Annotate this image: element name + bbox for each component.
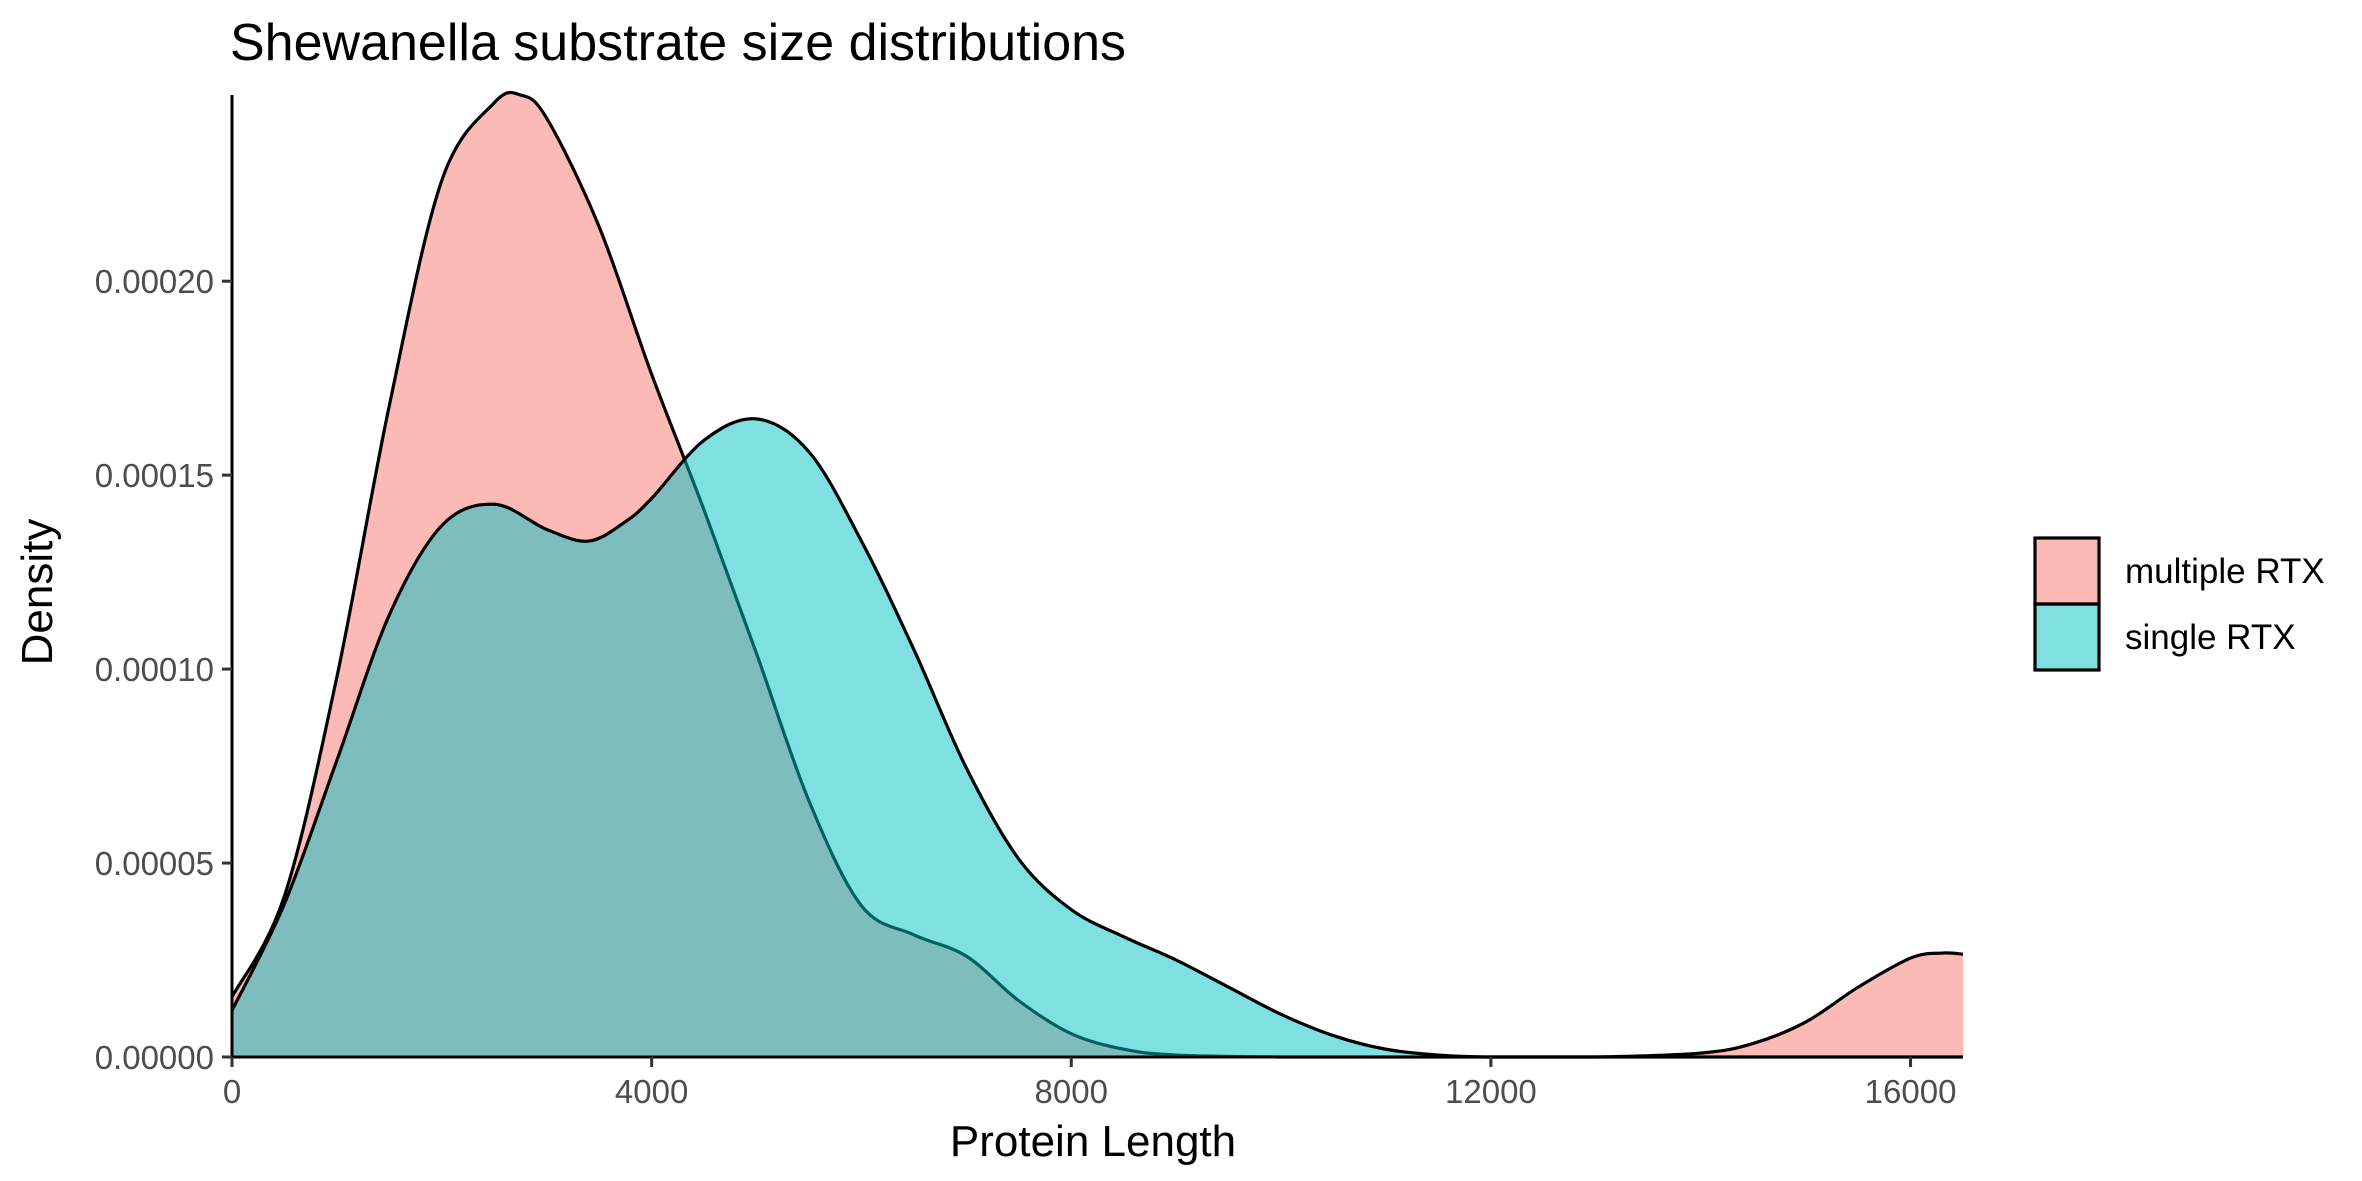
y-axis-title: Density [13, 519, 62, 666]
x-tick-label: 12000 [1445, 1073, 1537, 1110]
density-series-layer [230, 90, 1964, 1059]
x-axis-title: Protein Length [950, 1117, 1236, 1166]
y-tick-label: 0.00005 [95, 845, 214, 882]
density-area-single-rtx [232, 418, 1963, 1057]
legend-label-single-rtx: single RTX [2125, 618, 2296, 657]
legend-key-multiple-rtx [2033, 536, 2101, 606]
y-tick-label: 0.00000 [95, 1039, 214, 1076]
y-tick-label: 0.00015 [95, 457, 214, 494]
legend-label-multiple-rtx: multiple RTX [2125, 552, 2325, 591]
x-tick-label: 4000 [615, 1073, 688, 1110]
chart-title: Shewanella substrate size distributions [230, 14, 1126, 72]
y-tick-label: 0.00010 [95, 651, 214, 688]
x-tick-label: 0 [223, 1073, 241, 1110]
x-tick-label: 16000 [1865, 1073, 1957, 1110]
y-axis-ticks: 0.00000 0.00005 0.00010 0.00015 0.00020 [95, 263, 232, 1076]
legend: multiple RTX single RTX [2033, 536, 2325, 672]
x-axis-ticks: 0 4000 8000 12000 16000 [223, 1057, 1957, 1110]
legend-key-single-rtx [2033, 602, 2101, 672]
y-tick-label: 0.00020 [95, 263, 214, 300]
x-tick-label: 8000 [1035, 1073, 1108, 1110]
